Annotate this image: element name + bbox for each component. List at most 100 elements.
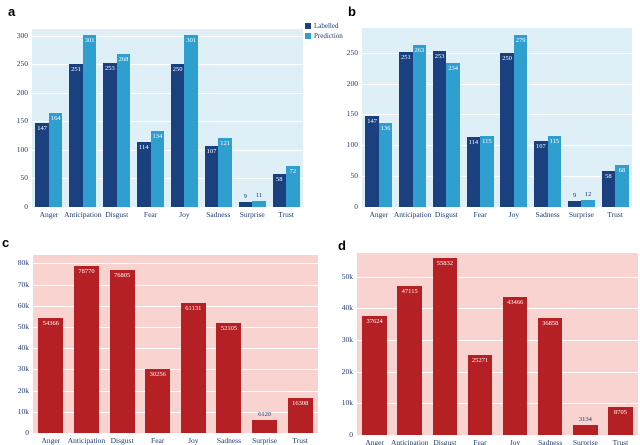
value-label: 114 [468,138,479,146]
bar-anticipation-labelled [399,52,413,207]
x-category-label: Anger [369,210,389,219]
bar-fear-count [467,355,493,435]
gridline [362,83,632,85]
bar-sadness-count [537,318,563,435]
value-label: 301 [84,37,95,45]
x-category-label: Fear [473,210,487,219]
gridline [357,403,638,405]
x-category-label: Anticipation [64,210,102,219]
bar-anger-prediction [48,113,63,207]
panel-b-plot: 0 50 100 150 200 250 Anger 147 136 Anticipation 25… [347,28,632,219]
gridline [33,284,318,286]
bar-disgust-labelled [103,62,117,207]
bar-fear-prediction [150,130,165,207]
panel-letter-c: c [2,235,10,250]
x-category-label: Surprise [252,436,278,445]
gridline [32,35,303,37]
x-category-label: Joy [179,210,190,219]
value-label: 68 [618,167,626,175]
y-tick-label: 70k [17,279,29,289]
value-label: 268 [118,56,129,64]
bar-disgust-count [109,270,135,433]
bar-surprise-labelled [567,201,582,207]
value-label: 250 [502,54,512,62]
x-category-label: Fear [143,210,158,219]
bar-anticipation-prediction [82,35,97,207]
y-tick-label: 150 [16,116,28,126]
bar-sadness-prediction [547,136,562,207]
legend-item-prediction: Prediction [305,32,343,40]
bar-surprise-prediction [581,199,595,207]
bar-joy-count [180,303,206,433]
bar-surprise-count [252,420,278,433]
x-category-label: Fear [151,436,165,445]
value-label: 263 [414,46,425,54]
panel-d: d 0 10k 20k 30k 40k 50k Anger 37624 Anticipation… [330,225,640,445]
bar-fear-count [145,368,171,433]
x-category-label: Anticipation [67,436,106,445]
y-tick-label: 80k [17,258,29,268]
value-label: 12 [584,190,592,198]
value-label: 253 [105,64,115,72]
y-tick-label: 200 [16,87,28,97]
bar-disgust-labelled [432,50,447,207]
value-label: 9 [573,192,577,200]
bar-fear-labelled [137,141,151,207]
bar-joy-labelled [500,52,514,207]
value-label: 115 [482,138,492,146]
gridline [33,348,318,350]
bar-sadness-prediction [218,137,232,207]
value-label: 250 [172,66,183,74]
bar-sadness-labelled [204,145,219,207]
value-label: 30256 [149,370,166,378]
y-tick-label: 40k [341,303,353,313]
value-label: 16308 [292,400,309,408]
y-tick-label: 50k [341,271,353,281]
gridline [32,149,303,151]
x-category-label: Anticipation [390,438,429,445]
x-category-label: Disgust [433,438,457,445]
x-category-label: Anger [41,436,61,445]
gridline [32,121,303,123]
bar-joy-count [502,297,528,435]
bar-sadness-labelled [534,140,548,207]
gridline [362,176,632,178]
legend-label-prediction: Prediction [314,32,343,40]
panel-c-plot: 0 10k 20k 30k 40k 50k 60k 70k 80k Anger 54366 Antic… [18,255,318,445]
y-tick-label: 250 [16,59,28,69]
value-label: 8705 [613,409,627,417]
gridline [33,369,318,371]
x-category-label: Fear [473,438,487,445]
value-label: 54366 [42,319,59,327]
value-label: 6120 [258,411,272,419]
y-tick-label: 0 [354,202,358,211]
x-category-label: Sadness [216,436,242,445]
y-tick-label: 60k [17,300,29,310]
x-category-label: Anger [39,210,59,219]
x-category-label: Trust [612,438,629,445]
value-label: 36858 [542,320,559,328]
bar-trust-prediction [615,165,629,207]
value-label: 3134 [578,416,592,424]
legend-label-labelled: Labelled [314,22,339,30]
y-tick-label: 0 [24,202,28,211]
value-label: 37624 [366,317,383,325]
gridline [362,145,632,147]
gridline [32,92,303,94]
panel-c: c 0 10k 20k 30k 40k 50k 60k 70k 80k Anger 54366 Ant… [0,225,330,445]
x-category-label: Sadness [538,438,563,445]
bar-anticipation-prediction [412,44,427,207]
y-tick-label: 50k [17,322,29,332]
gridline [33,263,318,265]
gridline [32,64,303,66]
bar-joy-prediction [513,34,528,207]
value-label: 72 [289,167,297,175]
y-tick-label: 30k [17,364,29,374]
gridline [357,308,638,310]
y-tick-label: 150 [346,109,358,119]
bar-anticipation-labelled [69,63,83,207]
y-tick-label: 10k [341,398,353,408]
value-label: 147 [367,118,377,126]
legend-item-labelled: Labelled [305,22,343,30]
